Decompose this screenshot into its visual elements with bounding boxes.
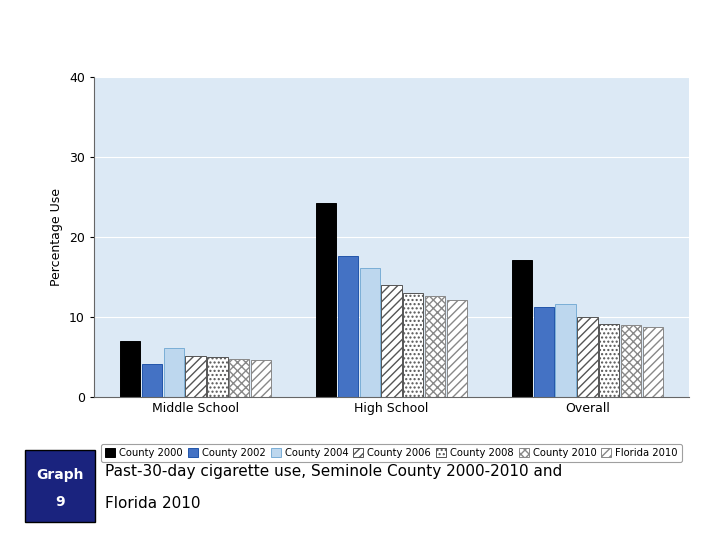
Text: Past-30-day cigarette use, Seminole County 2000-2010 and: Past-30-day cigarette use, Seminole Coun… xyxy=(105,464,562,479)
Bar xyxy=(163,348,184,397)
Bar xyxy=(425,296,445,397)
Bar xyxy=(120,341,140,397)
Text: Florida 2010: Florida 2010 xyxy=(105,496,200,511)
Legend: County 2000, County 2002, County 2004, County 2006, County 2008, County 2010, Fl: County 2000, County 2002, County 2004, C… xyxy=(102,444,682,462)
Bar xyxy=(643,327,663,397)
Bar xyxy=(382,285,402,397)
Bar xyxy=(621,325,641,397)
Bar xyxy=(599,323,619,397)
Bar xyxy=(229,359,249,397)
Bar xyxy=(512,260,532,397)
Bar xyxy=(359,268,380,397)
Bar xyxy=(207,357,228,397)
Y-axis label: Percentage Use: Percentage Use xyxy=(50,188,63,286)
Bar xyxy=(534,307,554,397)
Bar xyxy=(403,293,423,397)
Text: Graph: Graph xyxy=(36,468,84,482)
Bar xyxy=(555,303,576,397)
Bar xyxy=(577,317,598,397)
Bar xyxy=(186,356,206,397)
Bar xyxy=(142,363,162,397)
Bar xyxy=(338,255,358,397)
Bar xyxy=(316,204,336,397)
Bar xyxy=(251,360,271,397)
Bar xyxy=(447,300,467,397)
Text: 9: 9 xyxy=(55,495,65,509)
